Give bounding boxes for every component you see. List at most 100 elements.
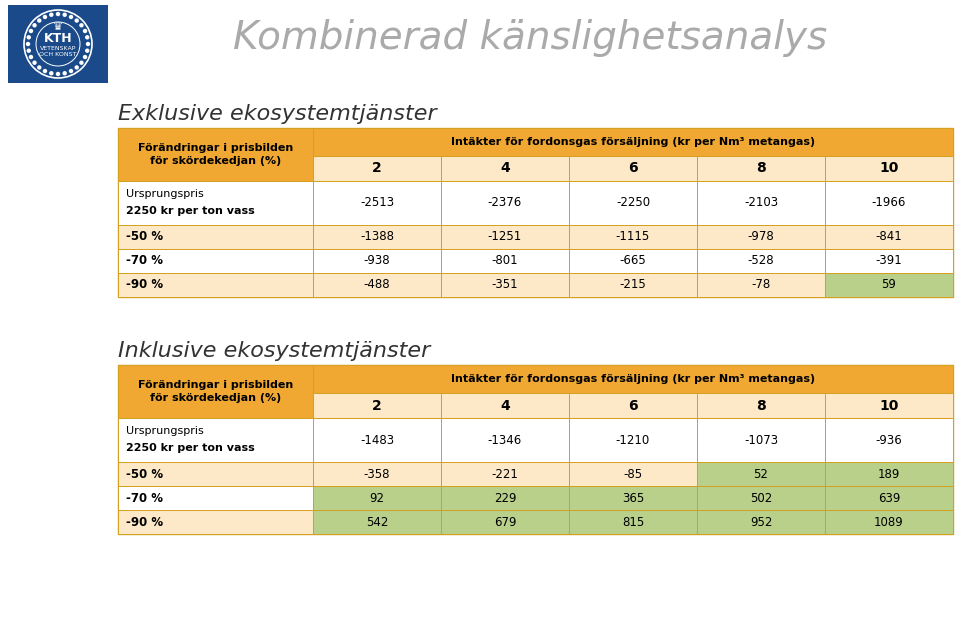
Bar	[441, 181, 569, 225]
Text: 2250 kr per ton vass: 2250 kr per ton vass	[126, 443, 254, 453]
Text: -1346: -1346	[488, 433, 522, 446]
Bar	[441, 393, 569, 418]
Text: KTH: KTH	[44, 32, 72, 44]
Bar	[697, 510, 825, 534]
Text: Förändringar i prisbilden
för skördekedjan (%): Förändringar i prisbilden för skördekedj…	[138, 380, 293, 403]
Text: 2: 2	[372, 399, 382, 413]
Text: 542: 542	[366, 516, 388, 529]
Text: -528: -528	[748, 255, 775, 267]
Bar	[825, 156, 953, 181]
Bar	[118, 486, 313, 510]
Bar	[697, 273, 825, 297]
Text: 10: 10	[879, 399, 899, 413]
Text: -2513: -2513	[360, 197, 394, 210]
Bar	[118, 365, 953, 534]
Bar	[118, 510, 313, 534]
Bar	[697, 249, 825, 273]
Text: -488: -488	[364, 278, 391, 291]
Text: -70 %: -70 %	[126, 491, 163, 505]
Circle shape	[50, 14, 53, 16]
Text: -1483: -1483	[360, 433, 394, 446]
Text: -391: -391	[876, 255, 902, 267]
Text: 679: 679	[493, 516, 516, 529]
Text: 52: 52	[754, 467, 768, 480]
Circle shape	[37, 19, 40, 22]
Circle shape	[80, 24, 83, 27]
Circle shape	[30, 55, 33, 59]
Bar	[697, 156, 825, 181]
Circle shape	[50, 72, 53, 75]
Bar	[313, 181, 441, 225]
Bar	[569, 418, 697, 462]
Bar	[825, 462, 953, 486]
Text: 229: 229	[493, 491, 516, 505]
Text: -2103: -2103	[744, 197, 778, 210]
Bar	[569, 156, 697, 181]
Bar	[118, 418, 313, 462]
Circle shape	[69, 15, 73, 19]
Text: Exklusive ekosystemtjänster: Exklusive ekosystemtjänster	[118, 104, 437, 124]
Circle shape	[27, 36, 31, 39]
Circle shape	[57, 12, 60, 15]
Circle shape	[27, 42, 30, 46]
Circle shape	[27, 49, 31, 52]
Circle shape	[33, 61, 36, 64]
Text: -2250: -2250	[616, 197, 650, 210]
Bar	[118, 249, 313, 273]
Text: VETENSKAP: VETENSKAP	[39, 46, 76, 51]
Bar	[313, 249, 441, 273]
Text: -1115: -1115	[616, 230, 650, 244]
Bar	[569, 510, 697, 534]
Text: -665: -665	[619, 255, 646, 267]
Text: 4: 4	[500, 399, 510, 413]
Text: -936: -936	[876, 433, 902, 446]
Bar	[313, 365, 953, 393]
Text: -841: -841	[876, 230, 902, 244]
Text: -50 %: -50 %	[126, 467, 163, 480]
Bar	[313, 510, 441, 534]
Circle shape	[69, 69, 73, 73]
Circle shape	[30, 30, 33, 33]
Text: ♛: ♛	[53, 22, 63, 32]
Bar	[697, 225, 825, 249]
Bar	[825, 249, 953, 273]
Bar	[825, 486, 953, 510]
Bar	[697, 462, 825, 486]
Bar	[313, 418, 441, 462]
Text: -1210: -1210	[616, 433, 650, 446]
Text: OCH KONST: OCH KONST	[39, 53, 77, 57]
Text: -358: -358	[364, 467, 391, 480]
Text: 815: 815	[622, 516, 644, 529]
Text: 6: 6	[628, 399, 637, 413]
Bar	[569, 225, 697, 249]
Circle shape	[84, 55, 86, 59]
Bar	[569, 486, 697, 510]
Bar	[569, 273, 697, 297]
Bar	[825, 181, 953, 225]
Text: -70 %: -70 %	[126, 255, 163, 267]
Circle shape	[85, 36, 88, 39]
Text: -90 %: -90 %	[126, 516, 163, 529]
Text: Intäkter för fordonsgas försäljning (kr per Nm³ metangas): Intäkter för fordonsgas försäljning (kr …	[451, 374, 815, 384]
Circle shape	[43, 69, 46, 73]
Text: 59: 59	[881, 278, 897, 291]
Bar	[697, 418, 825, 462]
Bar	[825, 225, 953, 249]
Text: Ursprungspris: Ursprungspris	[126, 426, 204, 436]
Bar	[118, 128, 313, 181]
Circle shape	[33, 24, 36, 27]
Text: 4: 4	[500, 161, 510, 176]
Bar	[569, 249, 697, 273]
Text: -801: -801	[492, 255, 518, 267]
Text: -1388: -1388	[360, 230, 394, 244]
Text: Kombinerad känslighetsanalys: Kombinerad känslighetsanalys	[233, 19, 828, 57]
Text: 502: 502	[750, 491, 772, 505]
Bar	[569, 181, 697, 225]
Bar	[441, 225, 569, 249]
Text: 10: 10	[879, 161, 899, 176]
Text: 2: 2	[372, 161, 382, 176]
Bar	[569, 462, 697, 486]
Text: -1251: -1251	[488, 230, 522, 244]
Bar	[441, 510, 569, 534]
Circle shape	[37, 66, 40, 69]
